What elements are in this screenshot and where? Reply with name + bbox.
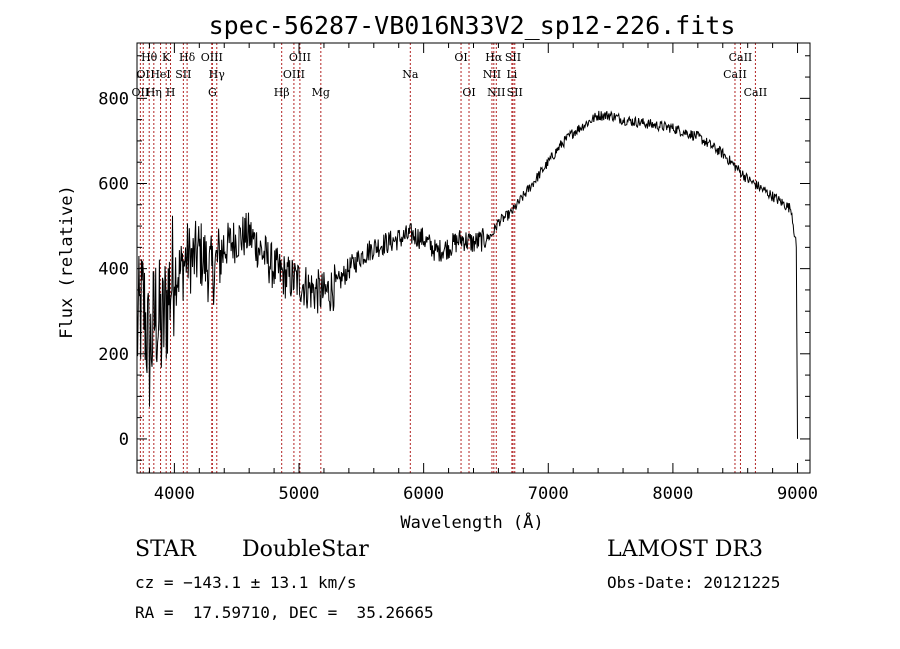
y-tick-label: 200 bbox=[98, 345, 129, 365]
marker-label-26: CaII bbox=[729, 51, 753, 64]
chart-title: spec-56287-VB016N33V2_sp12-226.fits bbox=[209, 11, 736, 40]
marker-label-27: CaII bbox=[744, 86, 768, 99]
y-tick-label: 400 bbox=[98, 260, 129, 280]
x-tick-label: 9000 bbox=[777, 484, 818, 504]
marker-label-3: Hη bbox=[146, 86, 162, 99]
marker-label-14: OIII bbox=[289, 51, 311, 64]
observation-date: Obs-Date: 20121225 bbox=[607, 573, 781, 592]
marker-label-11: G bbox=[208, 86, 217, 99]
marker-label-20: NII bbox=[483, 68, 501, 81]
marker-label-23: Li bbox=[506, 68, 517, 81]
marker-label-21: NII bbox=[487, 86, 505, 99]
object-subclass: DoubleStar bbox=[242, 537, 369, 562]
marker-label-18: OI bbox=[462, 86, 475, 99]
marker-label-0: OII bbox=[132, 86, 150, 99]
marker-label-16: Na bbox=[402, 68, 419, 81]
marker-label-9: OIII bbox=[201, 51, 223, 64]
marker-label-4: HeI bbox=[150, 68, 170, 81]
x-tick-label: 6000 bbox=[403, 484, 444, 504]
x-tick-label: 8000 bbox=[652, 484, 693, 504]
y-axis-ticks: 0 200 400 600 800 bbox=[98, 55, 810, 461]
object-class: STAR bbox=[135, 537, 196, 562]
marker-label-15: Mg bbox=[312, 86, 330, 99]
y-tick-label: 0 bbox=[119, 430, 129, 450]
marker-label-7: SII bbox=[175, 68, 191, 81]
x-axis-label: Wavelength (Å) bbox=[400, 511, 543, 533]
x-tick-label: 5000 bbox=[279, 484, 320, 504]
line-marker-labels: OII Hθ OI Hη HeI K H SII Hδ OIII Hγ G Hβ OIII OIII Mg Na… bbox=[132, 51, 768, 99]
marker-label-25: CaII bbox=[723, 68, 747, 81]
marker-label-24: SII bbox=[507, 86, 523, 99]
redshift-cz: cz = −143.1 ± 13.1 km/s bbox=[135, 573, 357, 592]
marker-label-13: OIII bbox=[283, 68, 305, 81]
marker-label-8: Hδ bbox=[179, 51, 196, 64]
marker-label-6: H bbox=[166, 86, 176, 99]
marker-label-12: Hβ bbox=[274, 86, 290, 99]
spectrum-series-line bbox=[136, 110, 798, 439]
y-axis-label: Flux (relative) bbox=[57, 185, 77, 339]
marker-label-17: OI bbox=[454, 51, 467, 64]
survey-name: LAMOST DR3 bbox=[607, 537, 763, 562]
marker-label-5: K bbox=[162, 51, 171, 64]
marker-label-19: Hα bbox=[485, 51, 503, 64]
marker-label-1: Hθ bbox=[141, 51, 158, 64]
plot-frame bbox=[136, 42, 811, 474]
x-tick-label: 7000 bbox=[528, 484, 569, 504]
marker-label-10: Hγ bbox=[209, 68, 226, 81]
sky-coordinates: RA = 17.59710, DEC = 35.26665 bbox=[135, 603, 434, 622]
x-axis-ticks: 4000 5000 6000 7000 8000 9000 bbox=[148, 43, 818, 504]
y-tick-label: 600 bbox=[98, 174, 129, 194]
marker-label-2: OI bbox=[137, 68, 150, 81]
x-tick-label: 4000 bbox=[154, 484, 195, 504]
y-tick-label: 800 bbox=[98, 89, 129, 109]
marker-label-22: SII bbox=[505, 51, 521, 64]
